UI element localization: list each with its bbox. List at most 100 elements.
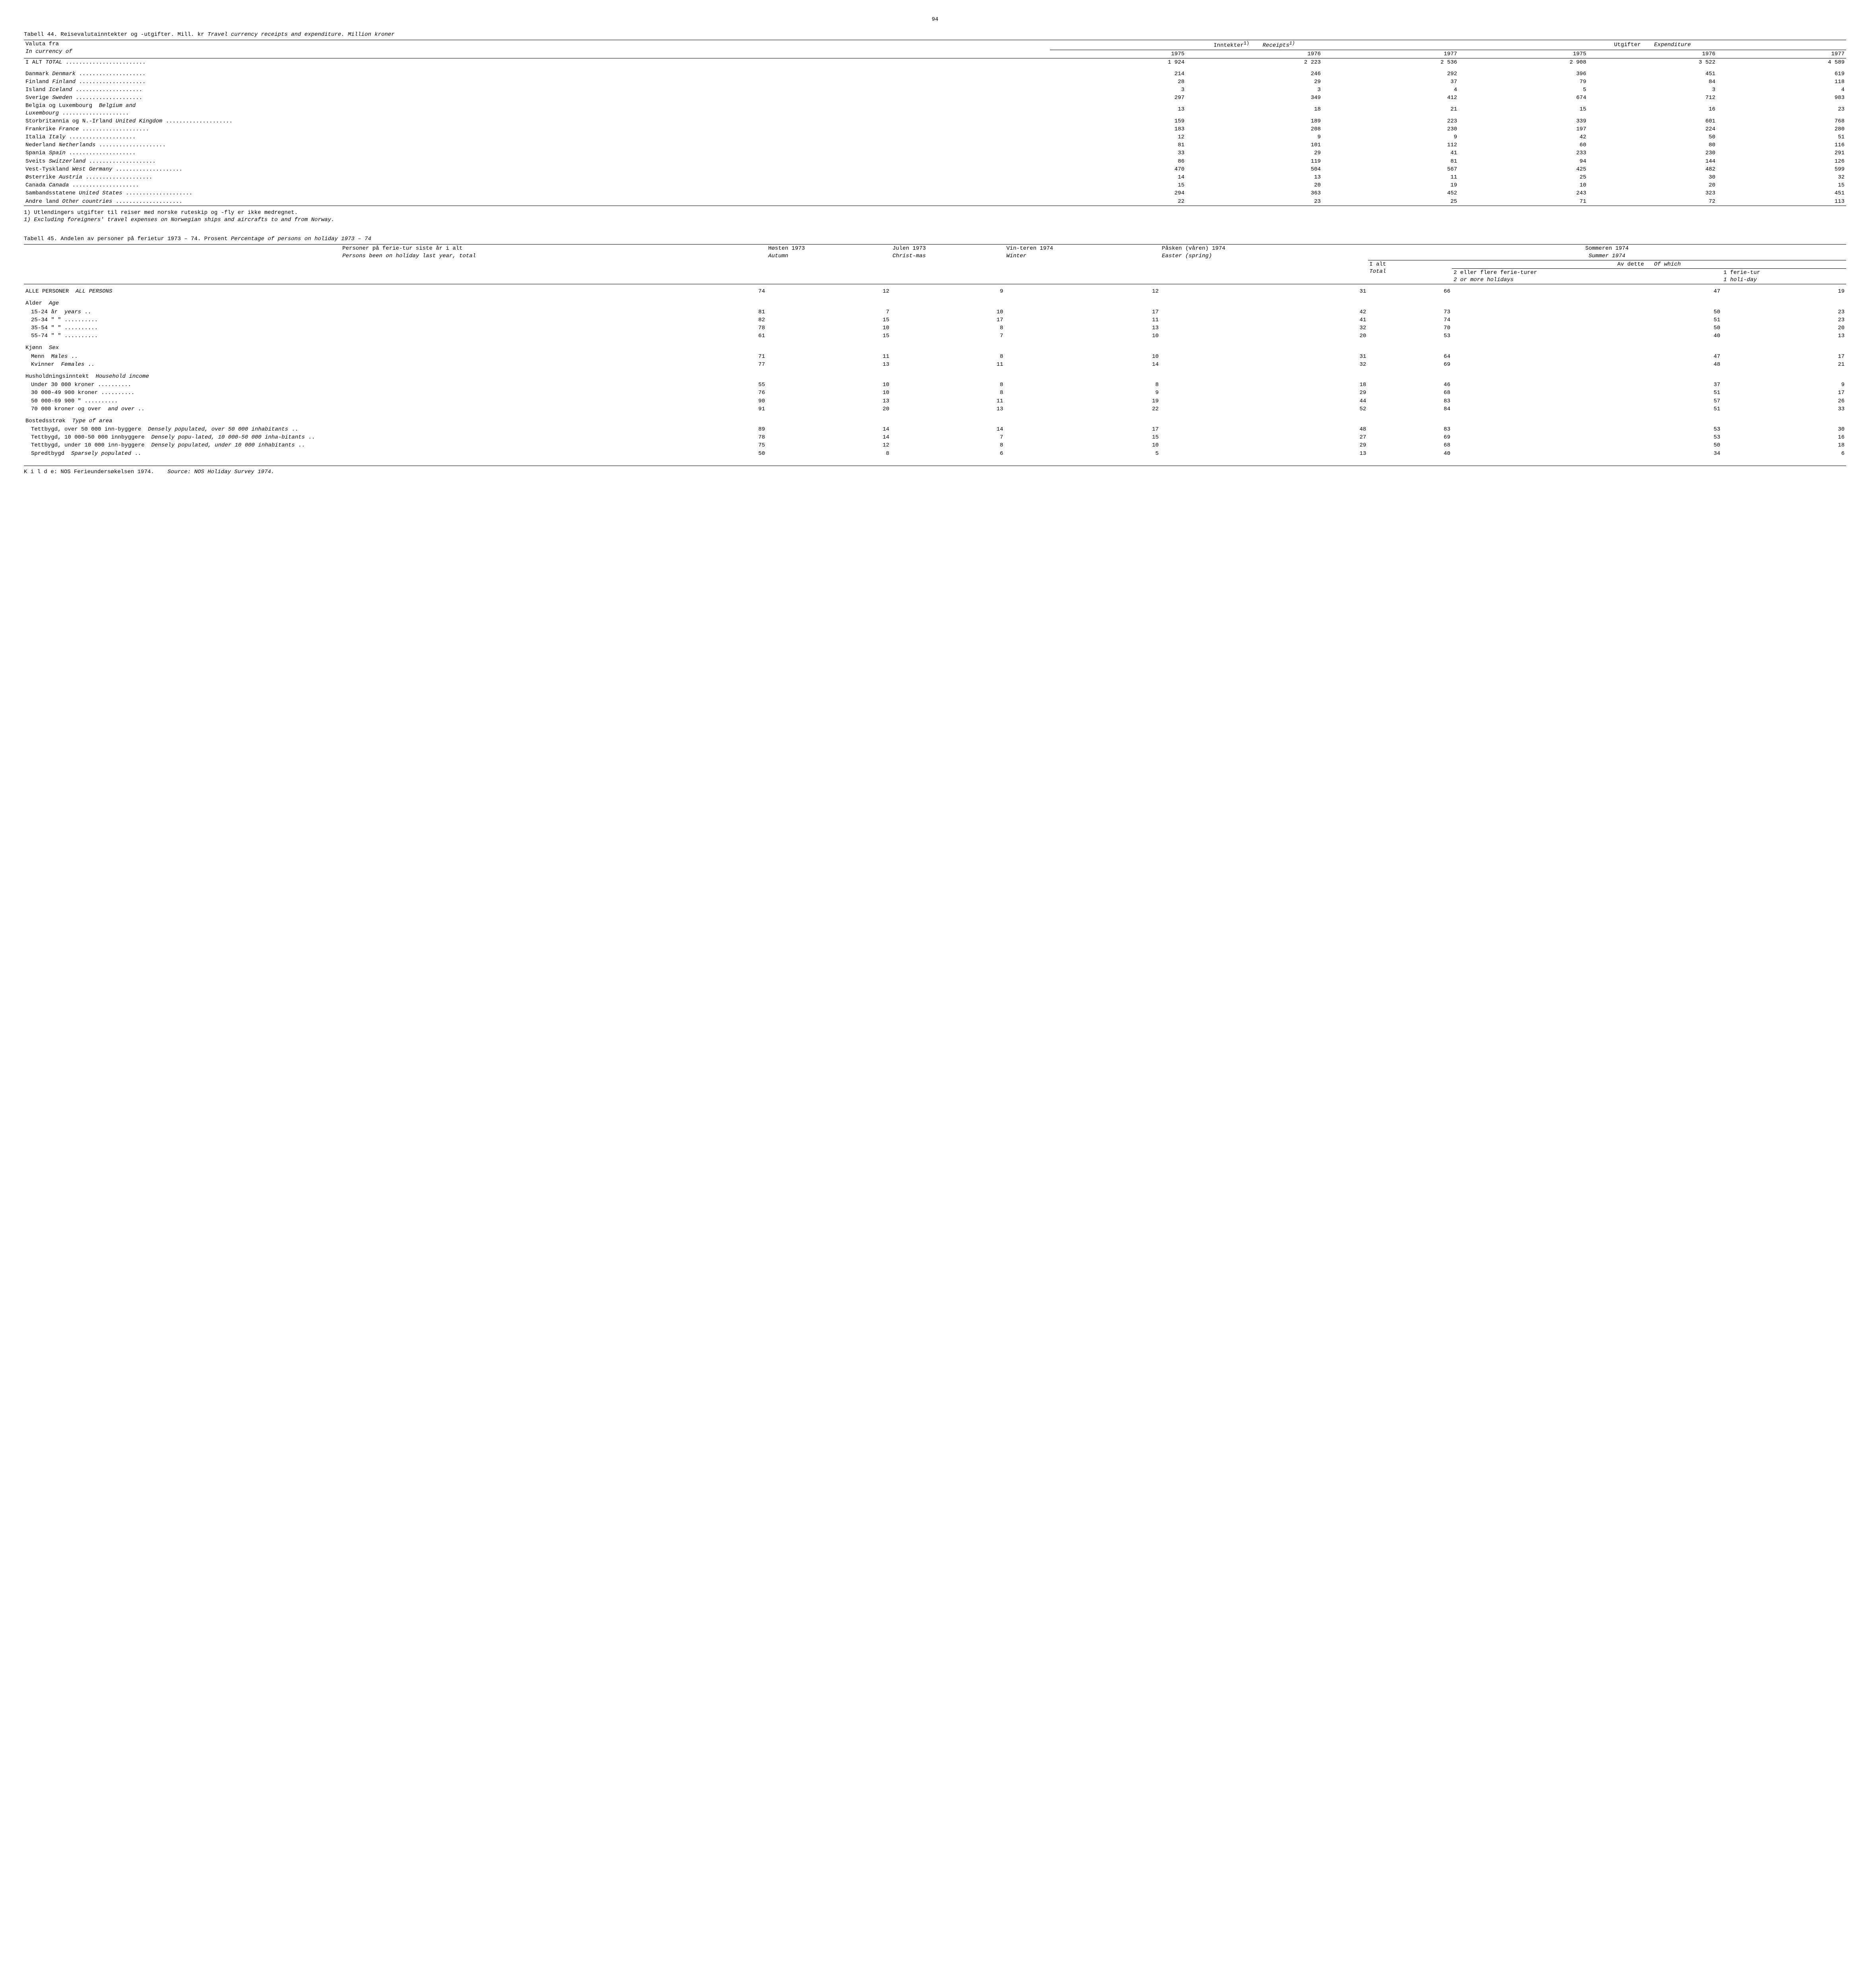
cell: 601 bbox=[1588, 117, 1717, 125]
table44-title-prefix: Tabell 44. bbox=[24, 31, 57, 38]
table-row: Sambandsstatene United States ..........… bbox=[24, 189, 1846, 197]
row-label: Danmark Denmark .................... bbox=[24, 70, 1050, 78]
cell: 291 bbox=[1717, 149, 1846, 157]
cell: 425 bbox=[1459, 165, 1588, 173]
cell: 3 bbox=[1050, 86, 1186, 94]
row-label: 30 000-49 900 kroner .......... bbox=[24, 389, 341, 397]
cell: 71 bbox=[1459, 198, 1588, 206]
table44-title-no: Reisevalutainntekter og -utgifter. Mill.… bbox=[60, 31, 204, 38]
cell: 10 bbox=[766, 324, 891, 332]
cell: 13 bbox=[891, 405, 1005, 413]
row-label: Sveits Switzerland .................... bbox=[24, 157, 1050, 165]
cell: 50 bbox=[341, 450, 766, 458]
cell: 2 908 bbox=[1459, 58, 1588, 67]
cell: 451 bbox=[1717, 189, 1846, 197]
group-header: Kjønn Sex bbox=[24, 344, 1846, 352]
t44-y1: 1975 bbox=[1050, 50, 1186, 58]
cell: 46 bbox=[1368, 381, 1452, 389]
cell: 50 bbox=[1452, 441, 1722, 449]
cell: 16 bbox=[1722, 433, 1846, 441]
t44-h-receipts-no: Inntekter bbox=[1214, 43, 1244, 49]
cell: 712 bbox=[1588, 94, 1717, 102]
row-label: Spredtbygd Sparsely populated .. bbox=[24, 450, 341, 458]
table44-title-en: Travel currency receipts and expenditure… bbox=[208, 31, 394, 38]
cell: 17 bbox=[1722, 389, 1846, 397]
cell: 17 bbox=[891, 316, 1005, 324]
table45-title-prefix: Tabell 45. bbox=[24, 236, 57, 242]
cell: 119 bbox=[1186, 157, 1323, 165]
cell: 4 bbox=[1322, 86, 1459, 94]
table45-title-en: Percentage of persons on holiday 1973 – … bbox=[231, 236, 371, 242]
cell: 22 bbox=[1050, 198, 1186, 206]
t44-y3: 1977 bbox=[1322, 50, 1459, 58]
t45-h4b: Winter bbox=[1007, 253, 1026, 259]
cell: 5 bbox=[1005, 450, 1160, 458]
cell: 42 bbox=[1160, 308, 1368, 316]
row-label: Tettbygd, over 50 000 inn-byggere Densel… bbox=[24, 425, 341, 433]
cell: 15 bbox=[1717, 181, 1846, 189]
cell: 349 bbox=[1186, 94, 1323, 102]
row-label: 50 000-69 900 " .......... bbox=[24, 397, 341, 405]
cell: 112 bbox=[1322, 141, 1459, 149]
cell: 183 bbox=[1050, 125, 1186, 133]
t44-h-receipts-sup: 1) bbox=[1243, 41, 1249, 46]
cell: 17 bbox=[1005, 425, 1160, 433]
table-row: Under 30 000 kroner ..........5510881846… bbox=[24, 381, 1846, 389]
cell: 25 bbox=[1459, 173, 1588, 181]
cell: 197 bbox=[1459, 125, 1588, 133]
cell: 7 bbox=[891, 433, 1005, 441]
cell: 126 bbox=[1717, 157, 1846, 165]
cell: 13 bbox=[1160, 450, 1368, 458]
cell: 11 bbox=[891, 397, 1005, 405]
cell: 339 bbox=[1459, 117, 1588, 125]
cell: 81 bbox=[1322, 157, 1459, 165]
cell: 9 bbox=[1722, 381, 1846, 389]
row-label: Italia Italy .................... bbox=[24, 133, 1050, 141]
cell: 8 bbox=[891, 324, 1005, 332]
cell: 20 bbox=[766, 405, 891, 413]
t45-h6b: Total bbox=[1370, 268, 1386, 275]
table44-title: Tabell 44. Reisevalutainntekter og -utgi… bbox=[24, 31, 1846, 38]
cell: 323 bbox=[1588, 189, 1717, 197]
table-row: 70 000 kroner og over and over ..9120132… bbox=[24, 405, 1846, 413]
cell: 113 bbox=[1717, 198, 1846, 206]
cell: 31 bbox=[1160, 287, 1368, 295]
cell: 41 bbox=[1160, 316, 1368, 324]
cell: 14 bbox=[766, 425, 891, 433]
cell: 3 bbox=[1588, 86, 1717, 94]
cell: 69 bbox=[1368, 361, 1452, 369]
row-label: Sverige Sweden .................... bbox=[24, 94, 1050, 102]
cell: 14 bbox=[1005, 361, 1160, 369]
cell: 3 bbox=[1186, 86, 1323, 94]
cell: 29 bbox=[1186, 149, 1323, 157]
cell: 91 bbox=[341, 405, 766, 413]
cell: 90 bbox=[341, 397, 766, 405]
cell: 224 bbox=[1588, 125, 1717, 133]
cell: 84 bbox=[1368, 405, 1452, 413]
cell: 144 bbox=[1588, 157, 1717, 165]
row-label: 70 000 kroner og over and over .. bbox=[24, 405, 341, 413]
cell: 208 bbox=[1186, 125, 1323, 133]
cell: 10 bbox=[1459, 181, 1588, 189]
t44-y4: 1975 bbox=[1459, 50, 1588, 58]
t44-fn-en: 1) Excluding foreigners' travel expenses… bbox=[24, 217, 334, 223]
cell: 71 bbox=[341, 353, 766, 361]
table-row: Belgia og Luxembourg Belgium andLuxembou… bbox=[24, 102, 1846, 117]
cell: 280 bbox=[1717, 125, 1846, 133]
cell: 42 bbox=[1459, 133, 1588, 141]
t44-h-receipts-en-sup: 1) bbox=[1289, 41, 1295, 46]
cell: 47 bbox=[1452, 353, 1722, 361]
table-row: ALLE PERSONER ALL PERSONS741291231664719 bbox=[24, 287, 1846, 295]
cell: 768 bbox=[1717, 117, 1846, 125]
cell: 2 223 bbox=[1186, 58, 1323, 67]
cell: 89 bbox=[341, 425, 766, 433]
cell: 9 bbox=[1186, 133, 1323, 141]
t45-summer-no: Sommeren 1974 bbox=[1585, 245, 1629, 252]
cell: 53 bbox=[1452, 425, 1722, 433]
cell: 20 bbox=[1588, 181, 1717, 189]
cell: 26 bbox=[1722, 397, 1846, 405]
table-row: Menn Males ..711181031644717 bbox=[24, 353, 1846, 361]
cell: 70 bbox=[1368, 324, 1452, 332]
cell: 9 bbox=[891, 287, 1005, 295]
row-label: Spania Spain .................... bbox=[24, 149, 1050, 157]
